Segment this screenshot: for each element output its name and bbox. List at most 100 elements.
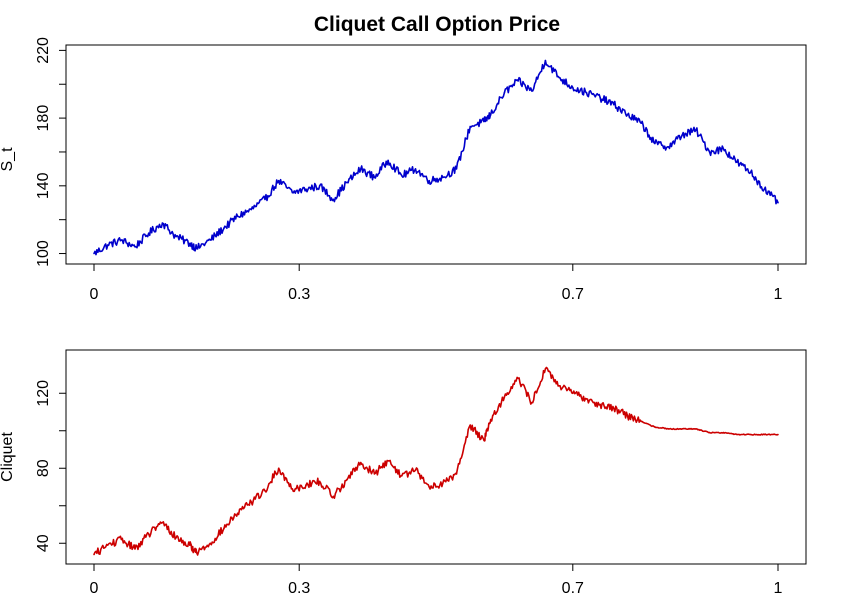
data-point — [695, 428, 697, 430]
data-point — [175, 235, 177, 238]
data-point — [332, 495, 335, 498]
data-point — [749, 433, 752, 436]
data-point — [599, 403, 601, 406]
data-point — [531, 90, 533, 92]
data-point — [106, 244, 109, 246]
data-point — [236, 215, 239, 218]
data-point — [640, 420, 642, 423]
data-point — [250, 501, 253, 503]
data-point — [585, 91, 588, 94]
data-point — [469, 125, 472, 128]
data-point — [223, 227, 225, 229]
data-point — [277, 179, 280, 182]
figure-title: Cliquet Call Option Price — [314, 13, 560, 36]
y-tick-label: 220 — [35, 37, 52, 64]
data-point — [503, 396, 506, 398]
data-point — [291, 488, 294, 490]
data-point — [503, 91, 506, 94]
data-point — [250, 208, 253, 211]
x-tick-label: 1 — [774, 286, 783, 303]
data-point — [708, 151, 711, 153]
data-point — [626, 113, 629, 116]
y-tick-label: 180 — [35, 105, 52, 132]
data-point — [401, 475, 403, 477]
data-point — [223, 527, 225, 530]
data-point — [401, 174, 403, 177]
data-point — [695, 129, 697, 131]
plot-frame — [65, 44, 807, 265]
x-tick-label: 0 — [90, 580, 99, 597]
data-point — [161, 222, 164, 224]
data-point — [189, 544, 191, 546]
data-point — [455, 473, 458, 475]
data-point — [106, 544, 109, 546]
plot-frame — [65, 349, 807, 565]
x-tick-label: 0.7 — [562, 580, 584, 597]
data-point — [120, 538, 123, 541]
y-axis-label: S_t — [0, 147, 16, 172]
y-tick-label: 100 — [35, 240, 52, 267]
data-point — [209, 239, 212, 241]
y-tick-label: 120 — [35, 380, 52, 407]
data-point — [681, 428, 683, 430]
data-point — [373, 473, 376, 475]
x-tick-label: 0.3 — [288, 286, 310, 303]
data-point — [654, 426, 656, 428]
data-point — [147, 533, 150, 535]
data-point — [777, 201, 779, 204]
x-tick-label: 0.7 — [562, 286, 584, 303]
cliquet-price-panel: 40 80 120 Cliquet 0 0.3 0.7 1 — [0, 349, 807, 597]
data-point — [749, 171, 752, 174]
data-point — [777, 433, 779, 436]
data-point — [428, 486, 431, 488]
series-line — [93, 366, 779, 556]
data-point — [414, 168, 417, 170]
data-point — [428, 179, 431, 182]
data-point — [599, 97, 601, 99]
data-point — [264, 198, 266, 201]
data-point — [414, 469, 417, 471]
data-point — [318, 480, 321, 483]
data-point — [483, 439, 485, 441]
data-point — [318, 185, 321, 187]
data-point — [613, 103, 615, 106]
data-point — [93, 252, 95, 255]
data-point — [613, 407, 615, 410]
y-axis-label: Cliquet — [0, 432, 16, 482]
data-point — [489, 113, 492, 116]
data-point — [305, 484, 307, 486]
data-point — [654, 142, 656, 145]
data-point — [442, 176, 444, 179]
data-point — [517, 80, 519, 82]
data-point — [483, 120, 485, 123]
data-point — [558, 385, 560, 387]
data-point — [332, 198, 335, 201]
data-point — [387, 159, 389, 162]
data-point — [120, 239, 123, 241]
data-point — [736, 433, 738, 436]
data-point — [667, 428, 670, 430]
data-point — [277, 467, 280, 470]
data-point — [360, 461, 362, 464]
data-point — [189, 242, 191, 245]
x-tick-label: 0 — [90, 286, 99, 303]
data-point — [626, 415, 629, 417]
data-point — [517, 377, 519, 380]
data-point — [209, 542, 212, 545]
data-point — [455, 168, 458, 170]
y-tick-label: 40 — [35, 534, 52, 552]
data-point — [93, 553, 95, 556]
data-point — [236, 512, 239, 515]
y-tick-label: 140 — [35, 172, 52, 199]
data-point — [763, 188, 766, 190]
data-point — [558, 76, 560, 79]
data-point — [195, 551, 198, 554]
data-point — [195, 247, 198, 250]
data-point — [489, 418, 492, 421]
stock-price-panel: 100 140 180 220 S_t 0 0.3 0.7 1 — [0, 37, 807, 303]
data-point — [585, 398, 588, 400]
data-point — [667, 146, 670, 148]
data-point — [544, 59, 547, 62]
data-point — [572, 86, 574, 89]
